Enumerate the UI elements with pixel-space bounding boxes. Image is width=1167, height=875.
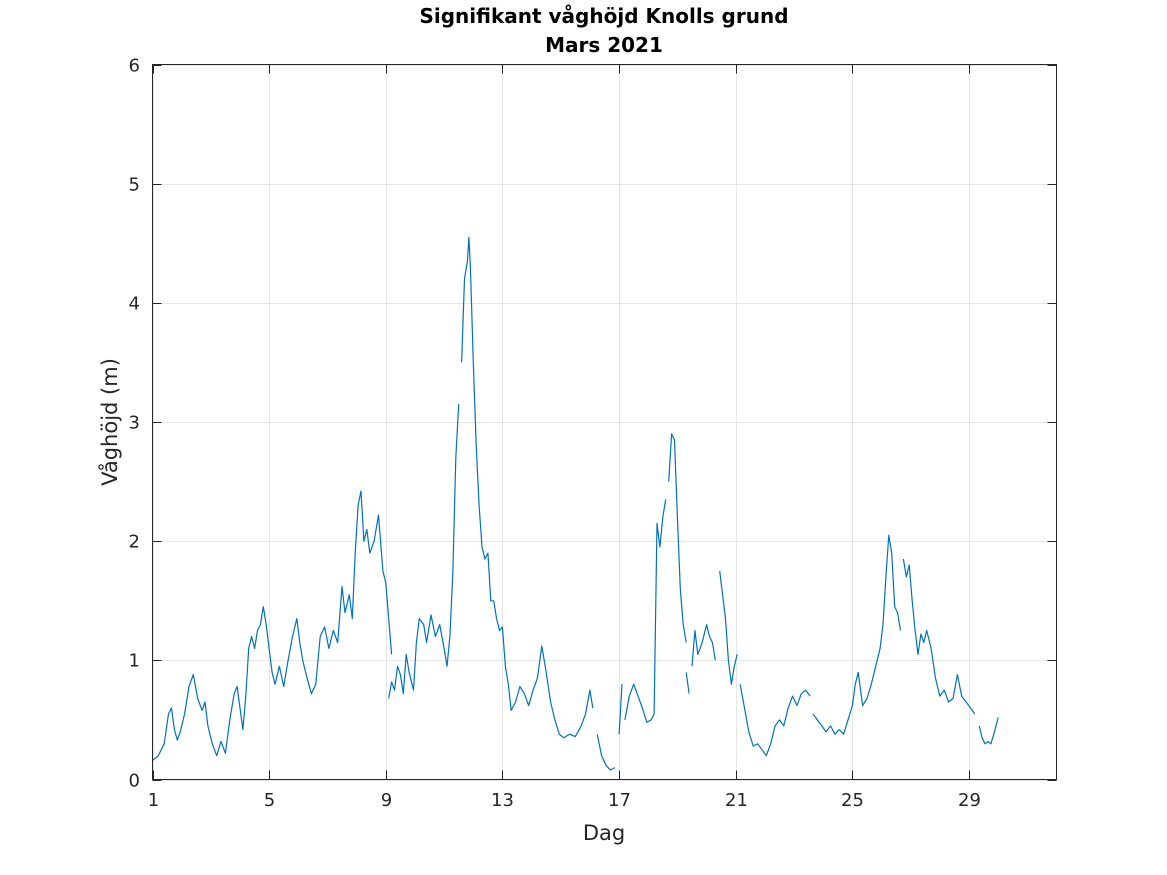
y-tick-label: 0 xyxy=(129,771,140,792)
series-line-segment xyxy=(668,433,687,643)
y-tick-label: 1 xyxy=(129,651,140,672)
x-axis-label: Dag xyxy=(583,821,625,845)
x-tick-label: 5 xyxy=(264,790,275,811)
grid-layer xyxy=(152,64,1057,781)
series-line-segment xyxy=(152,490,393,761)
chart-subtitle: Mars 2021 xyxy=(545,33,663,57)
x-tick-label: 29 xyxy=(958,790,981,811)
series-line-segment xyxy=(461,236,594,739)
x-tick-label: 1 xyxy=(148,790,159,811)
series-line-segment xyxy=(978,717,999,745)
series-line-segment xyxy=(902,558,976,715)
y-axis-label: Våghöjd (m) xyxy=(97,358,122,486)
y-tick-label: 3 xyxy=(129,413,140,434)
series-line-segment xyxy=(388,404,460,699)
x-tick-label: 13 xyxy=(491,790,514,811)
chart-title: Signifikant våghöjd Knolls grund xyxy=(419,4,788,28)
y-tick-label: 6 xyxy=(129,56,140,77)
series-line-segment xyxy=(719,570,738,685)
y-tick-label: 5 xyxy=(129,175,140,196)
x-tick-label: 9 xyxy=(381,790,392,811)
series-line-segment xyxy=(596,734,615,771)
series-line-segment xyxy=(624,499,667,723)
series-line-segment xyxy=(618,684,623,735)
x-tick-label: 25 xyxy=(841,790,864,811)
x-tick-label: 21 xyxy=(725,790,748,811)
y-tick-label: 2 xyxy=(129,532,140,553)
series-line-segment xyxy=(691,623,716,667)
x-tick-label: 17 xyxy=(608,790,631,811)
y-tick-label: 4 xyxy=(129,294,140,315)
series-line-segment xyxy=(812,534,902,735)
series-line-layer xyxy=(152,236,999,771)
series-line-segment xyxy=(685,672,690,694)
series-line-segment xyxy=(739,684,811,757)
